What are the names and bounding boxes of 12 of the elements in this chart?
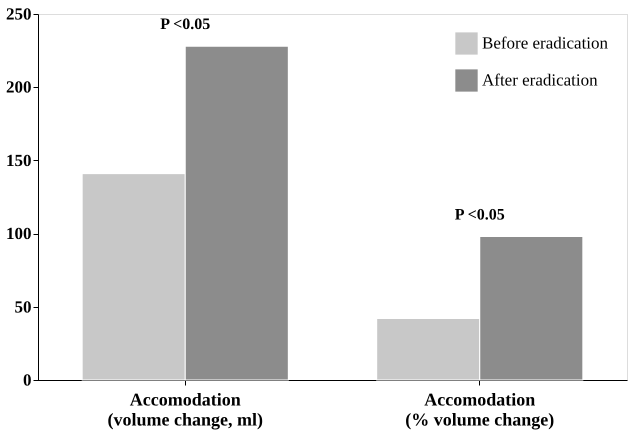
legend-label: Before eradication: [482, 34, 609, 52]
legend-label: After eradication: [482, 70, 598, 90]
y-tick-label: 100: [6, 224, 32, 244]
x-tick-label: Accomodation (% volume change): [405, 390, 554, 430]
y-tick-label: 250: [6, 4, 32, 24]
annotation: P <0.05: [454, 206, 505, 224]
y-tick-label: 0: [23, 370, 32, 390]
x-tick-label: Accomodation (volume change, ml): [108, 390, 263, 430]
y-tick-label: 200: [6, 78, 32, 97]
y-tick-label: 150: [6, 150, 32, 170]
annotation: P <0.05: [160, 16, 210, 34]
y-tick-label: 50: [14, 297, 32, 316]
